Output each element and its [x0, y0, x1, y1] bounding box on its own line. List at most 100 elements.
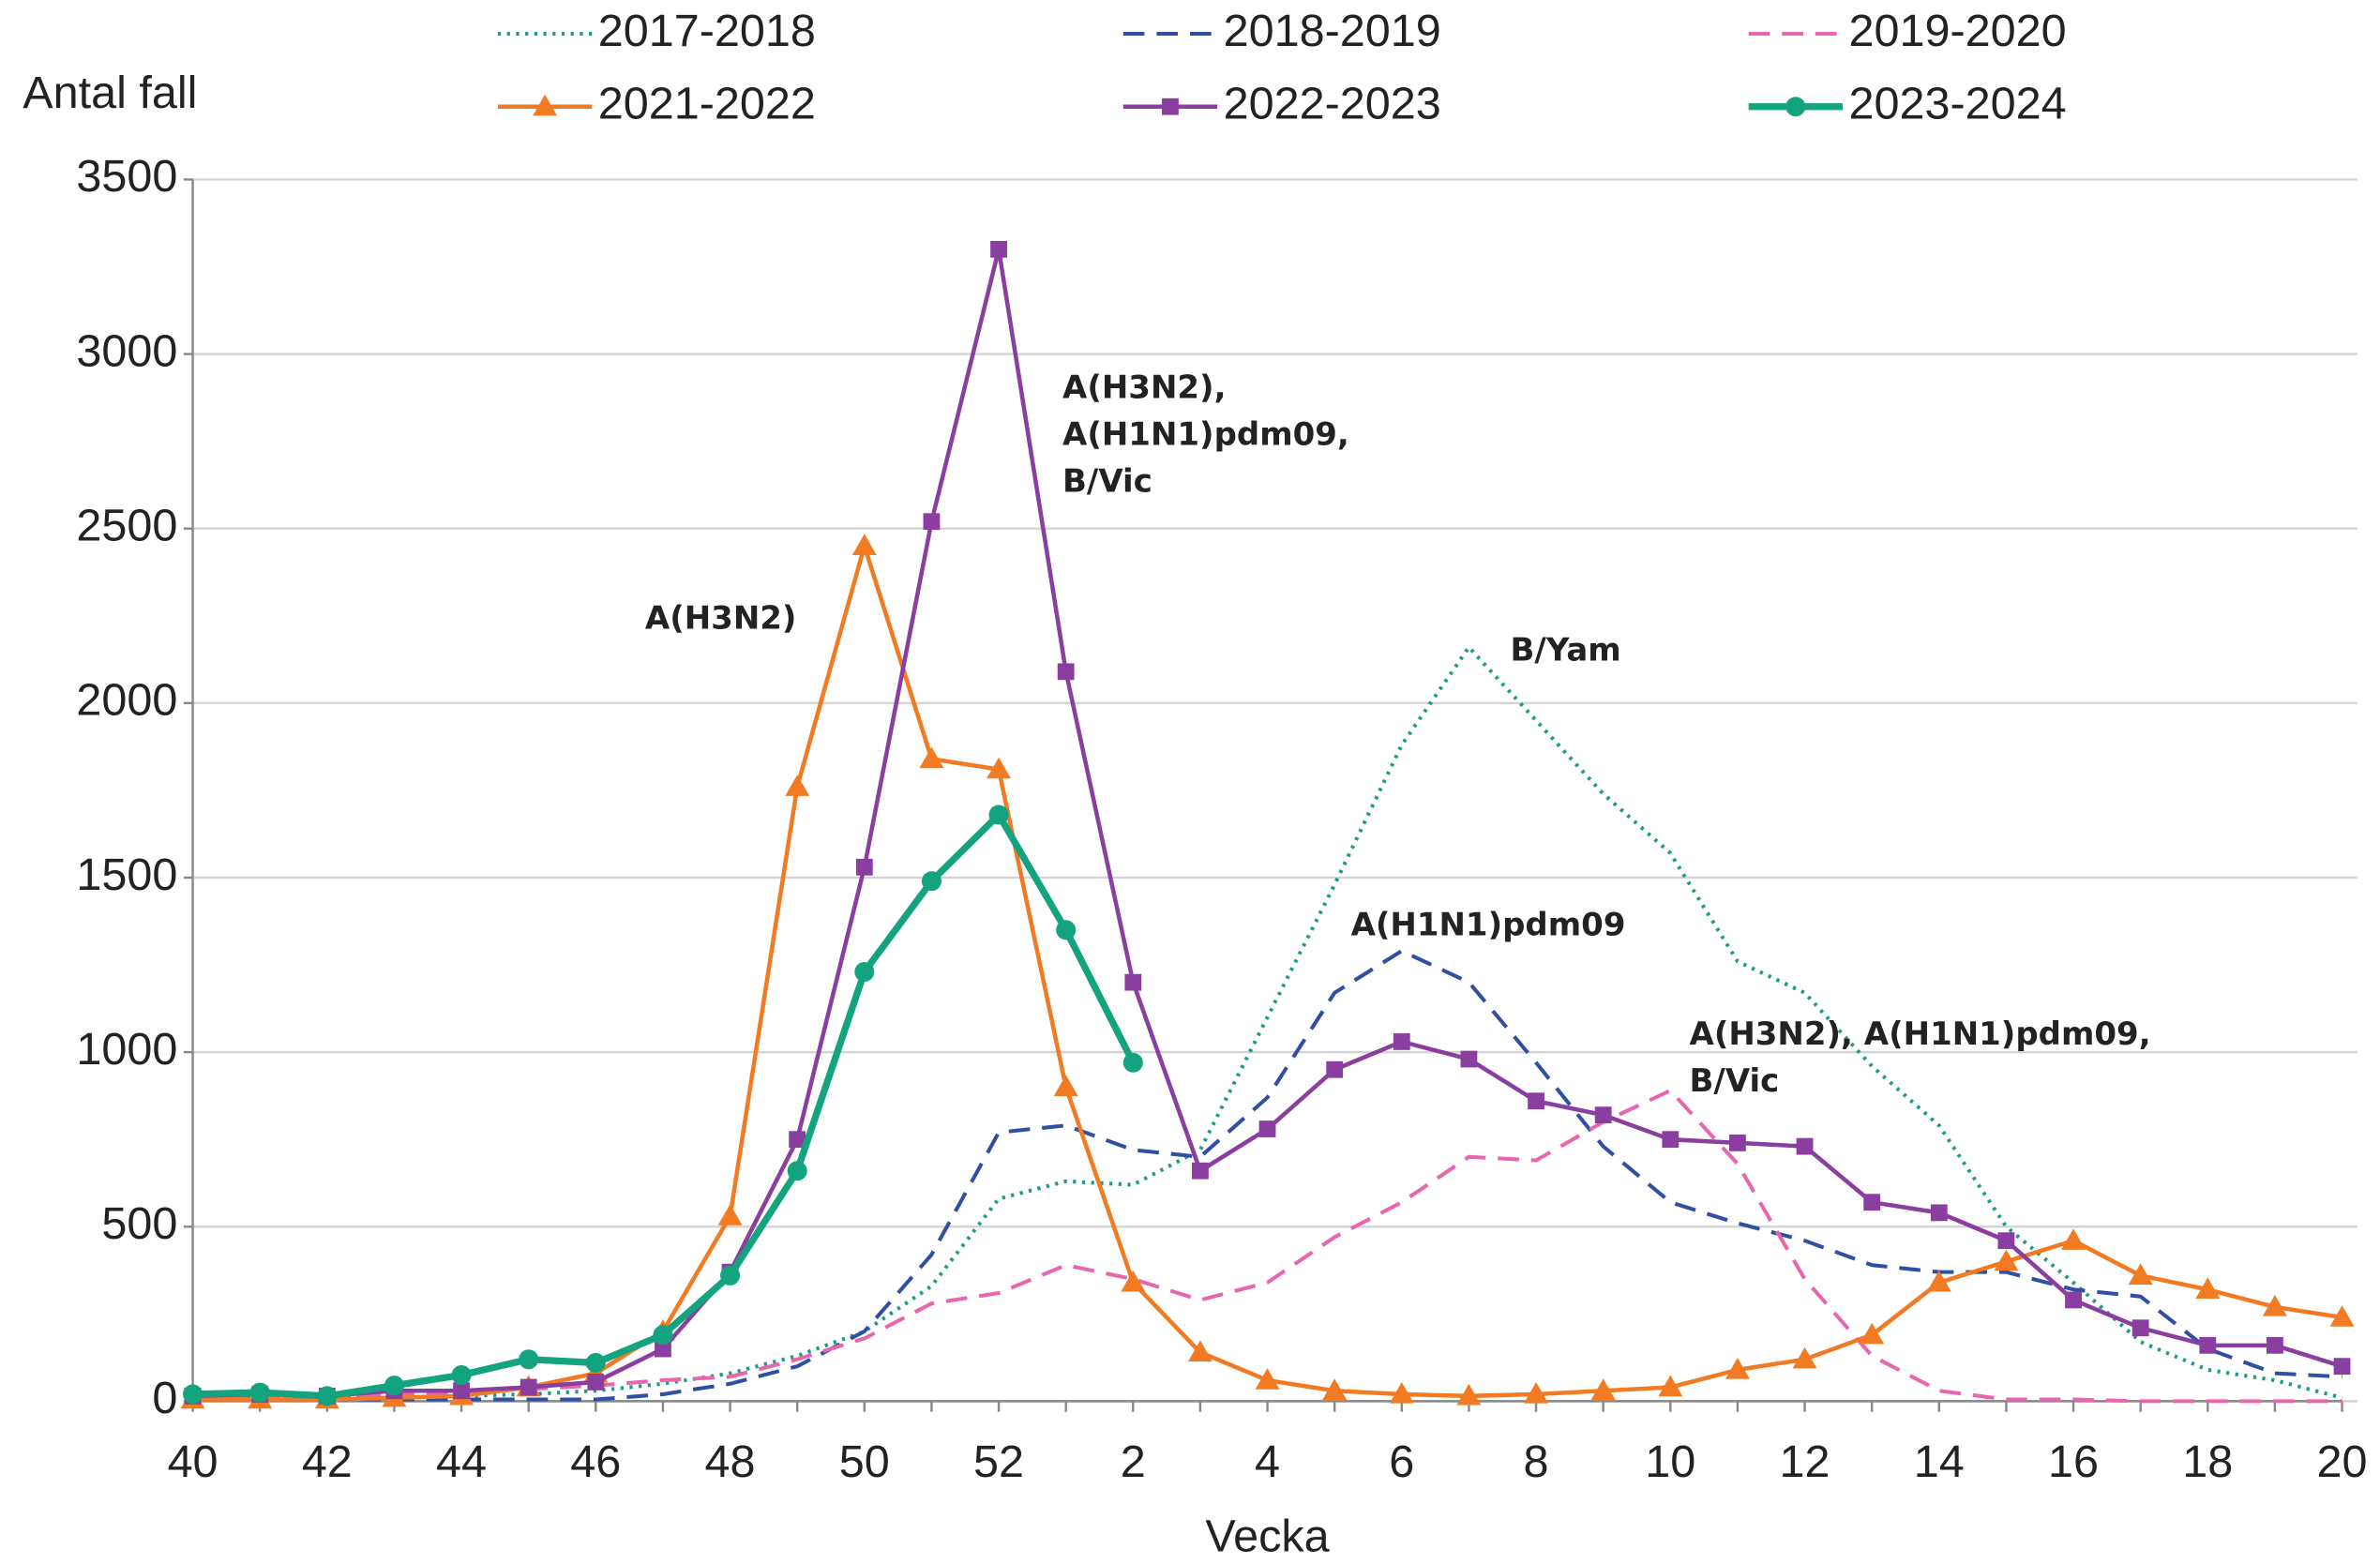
point-marker	[2065, 1291, 2082, 1309]
point-marker	[2131, 1319, 2149, 1337]
annotation: A(H1N1)pdm09,	[1062, 415, 1349, 453]
y-tick-label: 3000	[76, 325, 177, 376]
point-marker	[587, 1374, 605, 1391]
series-line	[192, 1089, 2342, 1404]
x-tick-label: 8	[1524, 1436, 1549, 1487]
y-tick-label: 2500	[76, 501, 177, 551]
point-marker	[1389, 1382, 1414, 1404]
point-marker	[1322, 1378, 1348, 1400]
point-marker	[789, 1131, 806, 1149]
point-marker	[655, 1340, 671, 1358]
point-marker	[1658, 1375, 1683, 1397]
point-marker	[1258, 1120, 1276, 1137]
point-marker	[787, 1161, 807, 1181]
x-tick-label: 50	[839, 1436, 890, 1487]
point-marker	[1729, 1135, 1746, 1151]
series-line	[192, 544, 2342, 1402]
x-tick-label: 2	[1121, 1436, 1146, 1487]
x-tick-label: 48	[705, 1436, 756, 1487]
x-tick-label: 18	[2182, 1436, 2233, 1487]
point-marker	[183, 1384, 203, 1405]
x-tick-label: 12	[1780, 1436, 1830, 1487]
point-marker	[1860, 1322, 1885, 1345]
point-marker	[1796, 1137, 1814, 1155]
y-tick-label: 1500	[76, 850, 177, 900]
legend-label: 2017-2018	[598, 6, 816, 56]
y-axis-label: Antal fall	[23, 68, 197, 118]
point-marker	[2128, 1263, 2153, 1286]
x-tick-label: 20	[2317, 1436, 2368, 1487]
legend-label: 2023-2024	[1848, 79, 2066, 129]
y-tick-label: 1000	[76, 1024, 177, 1075]
legend-label: 2021-2022	[598, 79, 816, 129]
point-marker	[2262, 1294, 2287, 1316]
point-marker	[1326, 1060, 1344, 1078]
annotation: A(H3N2), A(H1N1)pdm09,	[1690, 1015, 2151, 1053]
x-tick-label: 44	[436, 1436, 487, 1487]
point-marker	[2199, 1336, 2217, 1354]
point-marker	[1725, 1357, 1750, 1379]
point-marker	[1524, 1382, 1548, 1404]
x-tick-label: 52	[973, 1436, 1024, 1487]
point-marker	[1255, 1368, 1280, 1390]
point-marker	[1053, 1075, 1078, 1097]
point-marker	[1997, 1232, 2015, 1250]
x-axis-label: Vecka	[1205, 1511, 1329, 1562]
y-tick-label: 0	[152, 1373, 177, 1423]
series-line	[192, 645, 2343, 1400]
point-marker	[2195, 1277, 2221, 1299]
annotation: B/Vic	[1690, 1062, 1780, 1100]
point-marker	[653, 1325, 673, 1346]
point-marker	[249, 1382, 270, 1403]
legend-label: 2019-2020	[1848, 6, 2066, 56]
legend-label: 2022-2023	[1224, 79, 1441, 129]
annotation: B/Vic	[1062, 463, 1152, 501]
x-tick-label: 42	[302, 1436, 353, 1487]
point-marker	[317, 1386, 338, 1406]
point-marker	[1528, 1092, 1544, 1110]
point-marker	[2329, 1305, 2355, 1327]
point-marker	[919, 746, 944, 769]
point-marker	[1192, 1162, 1209, 1180]
point-marker	[453, 1382, 470, 1400]
point-marker	[2333, 1358, 2351, 1376]
y-tick-label: 2000	[76, 675, 177, 726]
point-marker	[988, 805, 1009, 825]
point-marker	[1124, 973, 1142, 991]
series-line	[192, 811, 1137, 1400]
point-marker	[585, 1352, 606, 1373]
point-marker	[785, 774, 810, 796]
point-marker	[854, 961, 875, 983]
point-marker	[1863, 1194, 1881, 1211]
legend-label: 2018-2019	[1224, 6, 1441, 56]
legend-marker	[1162, 98, 1179, 115]
point-marker	[717, 1204, 743, 1226]
x-tick-label: 46	[570, 1436, 621, 1487]
x-tick-label: 40	[168, 1436, 218, 1487]
point-marker	[1994, 1249, 2019, 1271]
legend-marker	[1785, 97, 1806, 117]
series-line	[192, 949, 2342, 1402]
point-marker	[921, 871, 941, 892]
point-marker	[2061, 1228, 2086, 1250]
point-marker	[1057, 663, 1075, 681]
annotation: A(H3N2),	[1062, 368, 1226, 406]
y-tick-label: 3500	[76, 151, 177, 202]
point-marker	[1393, 1033, 1410, 1050]
point-marker	[1122, 1052, 1143, 1073]
point-marker	[851, 534, 877, 556]
point-marker	[990, 240, 1007, 258]
annotation: A(H1N1)pdm09	[1351, 906, 1626, 943]
x-tick-label: 4	[1255, 1436, 1280, 1487]
point-marker	[1056, 920, 1077, 940]
point-marker	[1590, 1378, 1616, 1400]
x-tick-label: 6	[1389, 1436, 1414, 1487]
x-tick-label: 10	[1645, 1436, 1695, 1487]
point-marker	[1594, 1106, 1612, 1124]
annotation: B/Yam	[1511, 631, 1621, 669]
point-marker	[1456, 1383, 1482, 1406]
annotation: A(H3N2)	[645, 599, 797, 637]
point-marker	[923, 513, 941, 531]
